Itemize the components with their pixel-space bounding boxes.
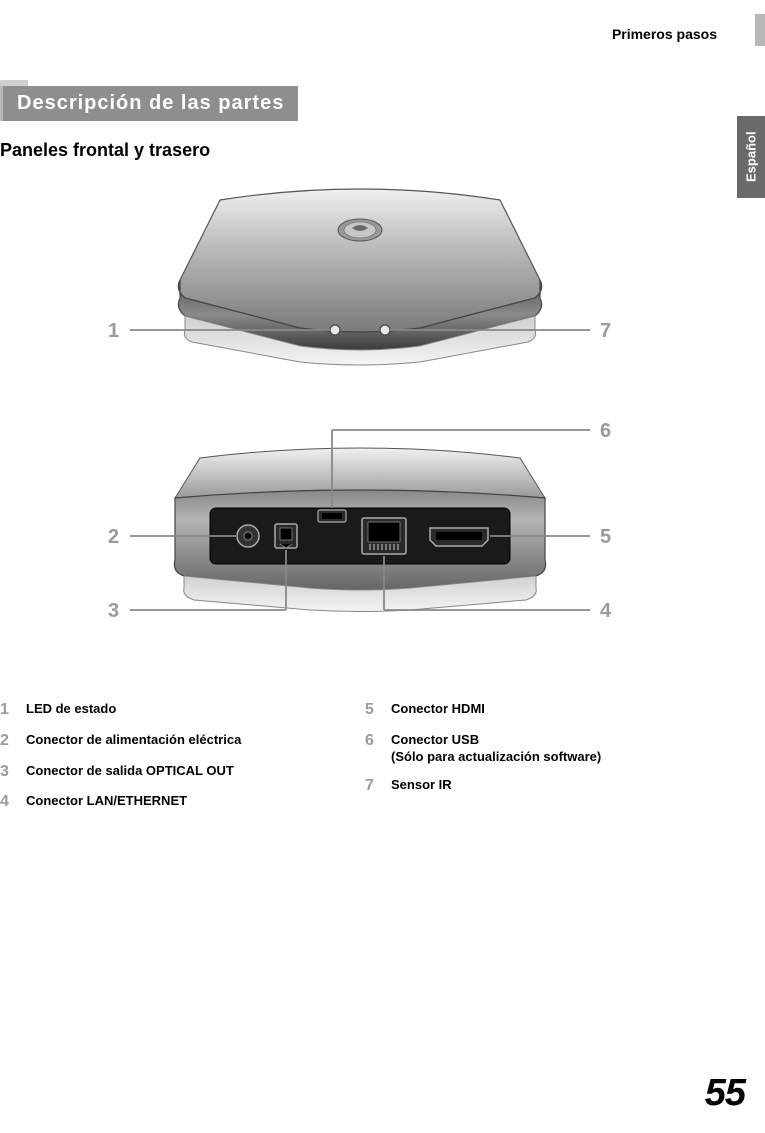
legend: 1 LED de estado 2 Conector de alimentaci… [0, 700, 720, 823]
legend-col-right: 5 Conector HDMI 6 Conector USB (Sólo par… [365, 700, 720, 823]
front-view: 1 7 [108, 189, 611, 365]
callout-4: 4 [600, 600, 612, 622]
figure-area: 1 7 [0, 170, 720, 695]
legend-num: 6 [365, 731, 391, 752]
callout-1: 1 [108, 320, 119, 342]
section-title: Descripción de las partes [0, 86, 298, 121]
rear-view: 6 2 5 3 4 [108, 420, 612, 622]
legend-num: 5 [365, 700, 391, 721]
legend-text: Conector LAN/ETHERNET [26, 792, 187, 810]
callout-2: 2 [108, 526, 119, 548]
callout-3: 3 [108, 600, 119, 622]
section-subtitle: Paneles frontal y trasero [0, 140, 210, 161]
language-tab: Español [737, 116, 765, 198]
legend-text: Conector de salida OPTICAL OUT [26, 762, 234, 780]
legend-item: 5 Conector HDMI [365, 700, 720, 721]
breadcrumb: Primeros pasos [612, 26, 717, 42]
legend-col-left: 1 LED de estado 2 Conector de alimentaci… [0, 700, 355, 823]
legend-num: 1 [0, 700, 26, 721]
legend-text: Conector HDMI [391, 700, 485, 718]
legend-item: 3 Conector de salida OPTICAL OUT [0, 762, 355, 783]
page-number: 55 [705, 1072, 745, 1115]
device-diagram: 1 7 [0, 170, 720, 690]
side-marker [755, 14, 765, 46]
section-title-wrap: Descripción de las partes [0, 86, 298, 121]
legend-item: 6 Conector USB (Sólo para actualización … [365, 731, 720, 766]
callout-6: 6 [600, 420, 611, 442]
legend-num: 4 [0, 792, 26, 813]
legend-text: Sensor IR [391, 776, 452, 794]
legend-text: LED de estado [26, 700, 116, 718]
legend-num: 2 [0, 731, 26, 752]
legend-item: 2 Conector de alimentación eléctrica [0, 731, 355, 752]
legend-text: Conector USB (Sólo para actualización so… [391, 731, 601, 766]
callout-7: 7 [600, 320, 611, 342]
legend-num: 3 [0, 762, 26, 783]
legend-num: 7 [365, 776, 391, 797]
legend-text: Conector de alimentación eléctrica [26, 731, 241, 749]
legend-item: 1 LED de estado [0, 700, 355, 721]
legend-item: 4 Conector LAN/ETHERNET [0, 792, 355, 813]
callout-5: 5 [600, 526, 611, 548]
legend-item: 7 Sensor IR [365, 776, 720, 797]
